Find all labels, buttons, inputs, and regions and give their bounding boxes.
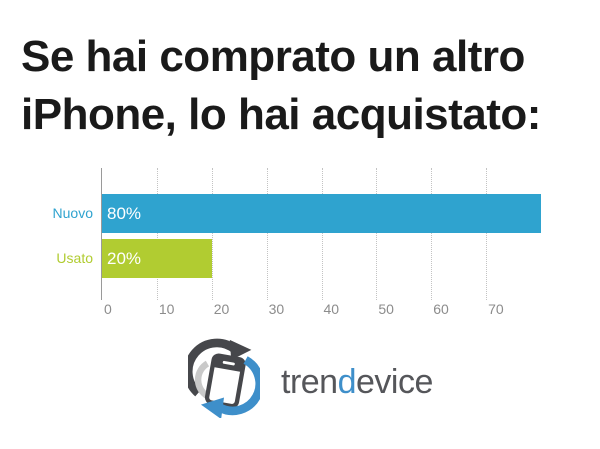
bar-value-label-usato: 20% <box>107 249 142 268</box>
category-label-usato: Usato <box>56 250 93 266</box>
x-tick-label-40: 40 <box>323 301 340 317</box>
gridline-70 <box>486 168 488 300</box>
title-line-1: Se hai comprato un altro <box>21 32 525 81</box>
wordmark-part-1: tren <box>281 362 338 401</box>
x-tick-label-0: 0 <box>104 301 112 317</box>
x-tick-label-30: 30 <box>268 301 285 317</box>
trendevice-logo: trendevice <box>188 338 433 418</box>
gridline-60 <box>431 168 433 300</box>
bar-chart-plot: 80% 20% <box>101 168 541 300</box>
gridline-30 <box>266 168 268 300</box>
gridline-10 <box>156 168 158 300</box>
x-tick-label-50: 50 <box>378 301 394 317</box>
bar-nuovo: 80% <box>102 194 541 233</box>
x-tick-label-20: 20 <box>213 301 230 317</box>
wordmark-part-2: d <box>337 362 357 401</box>
gridline-50 <box>376 168 378 300</box>
category-label-nuovo: Nuovo <box>52 205 93 221</box>
bar-value-label-nuovo: 80% <box>107 204 142 223</box>
gridline-40 <box>321 168 323 300</box>
trendevice-wordmark: trendevice <box>281 363 433 402</box>
x-tick-label-70: 70 <box>488 301 504 317</box>
trendevice-recycle-phone-icon <box>188 338 260 418</box>
category-labels: Nuovo Usato <box>0 168 97 300</box>
gridline-20 <box>211 168 213 300</box>
page-title: Se hai comprato un altro iPhone, lo hai … <box>21 28 541 144</box>
x-tick-label-10: 10 <box>158 301 175 317</box>
bar-usato: 20% <box>102 239 212 278</box>
x-axis-ticks: 0 10 20 30 40 50 60 70 <box>101 301 540 321</box>
wordmark-part-3: evice <box>356 362 433 401</box>
title-line-2: iPhone, lo hai acquistato: <box>21 90 541 139</box>
x-tick-label-60: 60 <box>433 301 449 317</box>
